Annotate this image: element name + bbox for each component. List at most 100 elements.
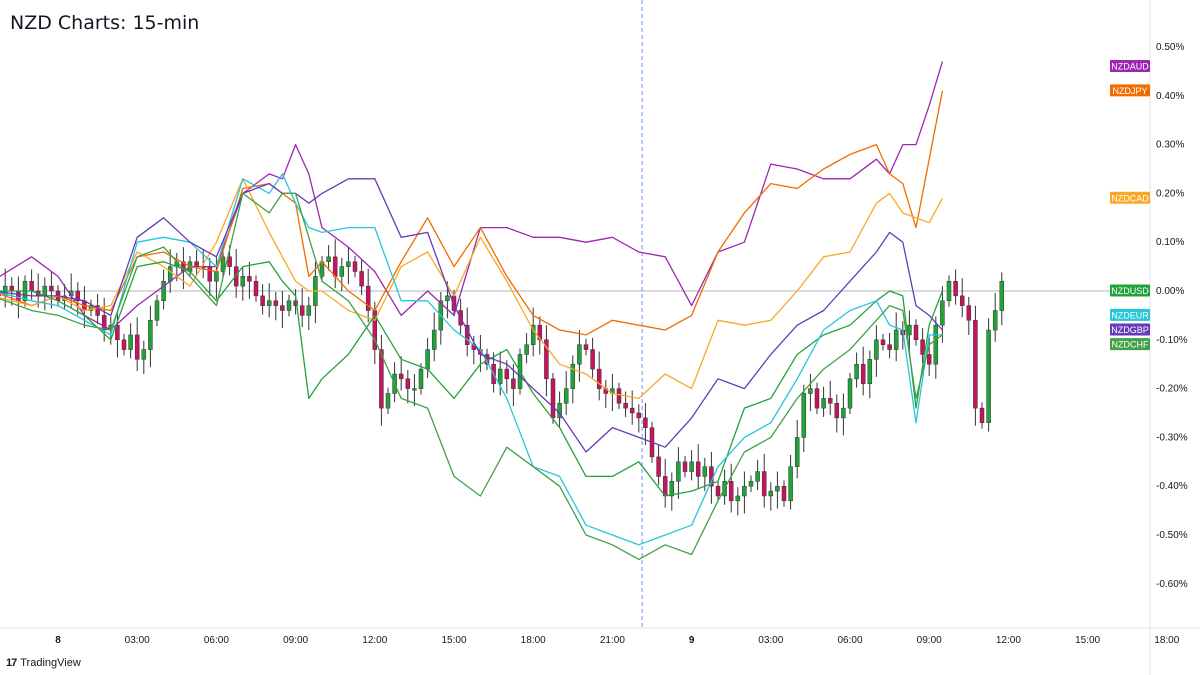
candle-body [326,256,331,262]
candle-body [167,266,173,282]
candle-body [867,359,873,384]
candle [544,325,549,397]
candle-body [524,344,529,355]
candle [570,355,576,404]
candle [926,336,932,376]
price-tag-nzdusd: NZDUSD [1110,284,1150,297]
candle [306,296,312,331]
candle-body [669,481,675,497]
candle [636,404,642,433]
candle [42,277,48,311]
x-tick-label: 8 [55,635,61,646]
candle [88,299,94,317]
candle [834,394,840,433]
candle-body [880,339,886,345]
candle [715,480,721,502]
y-tick-label: -0.50% [1156,530,1188,541]
candle [266,283,272,318]
candle [75,282,81,316]
candle [398,356,404,391]
candle-body [260,295,265,306]
candlestick-series [0,239,1005,516]
y-tick-label: -0.10% [1156,335,1188,346]
series-line-nzdaud [0,61,944,331]
candle-body [926,354,932,365]
candle-body [253,280,259,297]
x-tick-label: 03:00 [758,635,783,646]
x-tick-label: 18:00 [1154,635,1179,646]
candle-body [29,280,34,292]
candle-body [583,344,589,350]
candle-body [946,280,952,302]
price-tag-nzdcad: NZDCAD [1110,191,1150,204]
candle-body [207,266,213,282]
series-line-nzdcad [0,178,943,400]
candle-body [412,388,417,391]
candle-body [761,471,767,497]
candle [874,325,879,377]
candle [966,296,972,335]
candle [385,387,391,414]
candle-body [16,290,21,302]
candle [781,480,787,507]
series-line-nzdjpy [0,90,944,336]
candle-body [379,349,384,409]
candle-body [735,495,741,502]
candle-body [194,261,199,267]
candle-body [431,329,437,350]
candle [748,475,754,493]
candle-body [676,461,681,482]
candle-body [801,393,807,438]
candle-body [636,412,642,419]
candle-body [775,485,780,492]
candle-body [986,329,991,424]
candle-body [629,407,635,414]
candle [511,364,516,407]
candle [992,292,998,342]
candle-body [385,393,391,409]
candle-body [49,285,54,292]
y-tick-label: 0.20% [1156,188,1184,199]
candle [603,379,609,409]
candle [550,372,556,424]
candle [95,293,100,325]
price-tag-nzdjpy: NZDJPY [1110,84,1150,97]
y-tick-label: 0.00% [1156,286,1184,297]
candle-body [755,471,760,482]
price-tag-nzdchf: NZDCHF [1110,338,1150,351]
candle-body [623,402,628,409]
candle [326,245,331,271]
candle-body [273,300,279,306]
candle [676,447,681,499]
price-tag-label: NZDGBP [1111,325,1149,335]
candle-body [88,305,94,311]
price-tag-label: NZDCAD [1111,193,1149,203]
candle-body [398,373,404,380]
candle-body [128,334,133,350]
candle-body [933,324,939,365]
candle-body [346,261,351,267]
candle-body [134,334,140,360]
candle [504,360,510,394]
candle-body [418,368,424,389]
candle [959,278,965,318]
candle [867,350,873,399]
candle [233,249,239,298]
candle [247,261,252,299]
candle [662,458,668,508]
tradingview-brand[interactable]: 17 TradingView [6,657,81,669]
candle [735,487,741,516]
candle-body [121,339,127,350]
candle [352,255,358,278]
candle-body [814,388,820,409]
candle-body [544,339,549,380]
candle [339,257,345,291]
series-line-nzdeur [0,173,943,546]
candle-body [616,388,622,404]
price-tag-layer: NZDAUD NZDJPY NZDCAD NZDUSD NZDEUR NZDGBP NZDC… [1110,60,1150,351]
candle-body [940,300,945,326]
candle-body [913,324,919,341]
candle-body [821,398,826,409]
candle-body [214,271,219,282]
